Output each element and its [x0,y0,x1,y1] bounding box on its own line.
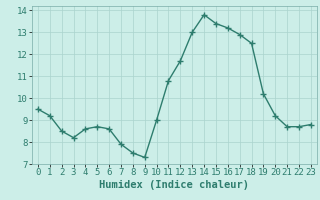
X-axis label: Humidex (Indice chaleur): Humidex (Indice chaleur) [100,180,249,190]
